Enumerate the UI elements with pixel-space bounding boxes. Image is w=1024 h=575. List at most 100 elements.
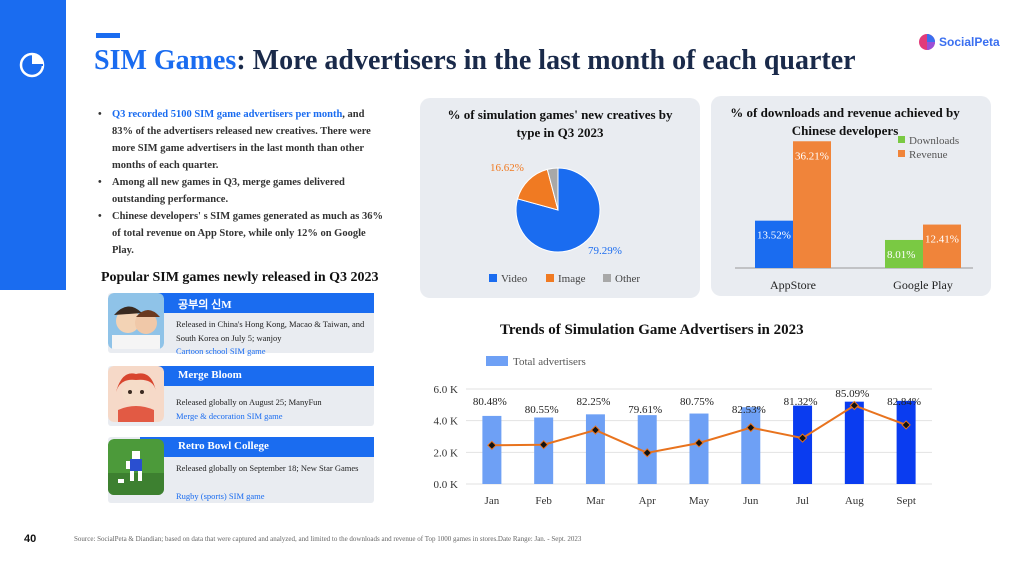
- game-name: Retro Bowl College: [178, 440, 269, 452]
- bar-total-advertisers: [896, 400, 916, 484]
- x-tick-label: Mar: [586, 495, 605, 507]
- pie-legend-swatch: [546, 274, 554, 282]
- x-tick-label: Feb: [535, 495, 552, 507]
- title-rest: : More advertisers in the last month of …: [236, 45, 856, 76]
- bar-data-label: 13.52%: [757, 230, 791, 242]
- china-share-chart: 13.52% 36.21% AppStore 8.01% 12.41% Google Pl…: [735, 135, 973, 292]
- pie-data-label: 16.62%: [490, 162, 524, 174]
- game-name: 공부의 신M: [178, 299, 232, 311]
- line-data-label: 81.32%: [784, 396, 818, 408]
- game-desc: Released globally on September 18; New S…: [176, 463, 359, 473]
- brand-mark-icon: [919, 34, 935, 50]
- game-icon-retro-bowl: [108, 439, 164, 495]
- line-data-label: 82.84%: [887, 396, 921, 408]
- bullet-item: Among all new games in Q3, merge games d…: [96, 174, 386, 208]
- bullet-text: Among all new games in Q3, merge games d…: [112, 177, 345, 205]
- china-share-panel: % of downloads and revenue achieved by C…: [711, 96, 991, 296]
- bar-total-advertisers: [844, 401, 864, 484]
- game-desc: Released in China's Hong Kong, Macao & T…: [176, 319, 365, 343]
- source-note: Source: SocialPeta & Diandian; based on …: [74, 535, 582, 543]
- brand-logo: SocialPeta: [918, 33, 1000, 51]
- line-marker: [901, 420, 911, 430]
- page-title: SIM Games: More advertisers in the last …: [94, 45, 856, 77]
- legend-label: Total advertisers: [513, 356, 586, 368]
- bar-revenue: [923, 224, 961, 268]
- y-tick-label: 4.0 K: [434, 416, 459, 428]
- pie-slice-image: [516, 168, 559, 211]
- pie-chart: 79.29% 16.62% Video Image Other: [489, 162, 640, 285]
- game-icon-merge-bloom: [108, 366, 164, 422]
- legend-swatch: [898, 150, 905, 157]
- game-genre: Rugby (sports) SIM game: [176, 491, 265, 501]
- game-card-header: Merge Bloom: [140, 366, 374, 386]
- china-share-title: % of downloads and revenue achieved by C…: [730, 105, 960, 138]
- bar-total-advertisers: [689, 413, 709, 484]
- pie-legend-swatch: [489, 274, 497, 282]
- pie-data-label: 79.29%: [588, 245, 622, 257]
- x-tick-label: AppStore: [770, 278, 816, 292]
- legend-swatch: [898, 136, 905, 143]
- brand-name: SocialPeta: [939, 35, 1000, 49]
- game-icon-gongbu: [108, 293, 164, 349]
- x-tick-label: Jul: [796, 495, 809, 507]
- game-name: Merge Bloom: [178, 369, 242, 381]
- line-marker: [538, 439, 549, 450]
- summary-bullets: Q3 recorded 5100 SIM game advertisers pe…: [96, 106, 386, 259]
- y-tick-label: 2.0 K: [434, 447, 459, 459]
- page-number: 40: [24, 533, 37, 545]
- bar-data-label: 36.21%: [795, 150, 829, 162]
- game-desc: Released globally on August 25; ManyFun: [176, 397, 322, 407]
- pie-chart-title: % of simulation games' new creatives by …: [447, 107, 673, 140]
- bar-total-advertisers: [793, 405, 813, 484]
- title-accent-bar: [96, 33, 120, 38]
- pie-slice-video: [515, 167, 601, 253]
- pie-logo-icon: [19, 52, 45, 78]
- x-tick-label: Apr: [639, 495, 656, 507]
- trend-chart: 0.0 K 2.0 K 4.0 K 6.0 K Total advertisers Jan…: [434, 356, 932, 507]
- bar-revenue: [793, 141, 831, 268]
- line-marker: [590, 425, 601, 435]
- x-tick-label: Google Play: [893, 278, 953, 292]
- bar-total-advertisers: [741, 407, 761, 484]
- bullet-text: , and 83% of the advertisers released ne…: [112, 109, 371, 171]
- line-data-label: 79.61%: [628, 404, 662, 416]
- bullet-item: Chinese developers' s SIM games generate…: [96, 208, 386, 259]
- game-card-merge-bloom: Merge Bloom Released globally on August …: [108, 366, 374, 426]
- line-data-label: 82.25%: [576, 396, 610, 408]
- sidebar-band: [0, 0, 66, 290]
- pie-legend-label: Image: [558, 273, 586, 285]
- pie-legend-swatch: [603, 274, 611, 282]
- pie-slice-other: [546, 167, 559, 211]
- x-tick-label: Jun: [743, 495, 759, 507]
- bar-downloads: [755, 220, 793, 268]
- game-card-gongbu: 공부의 신M Released in China's Hong Kong, Ma…: [108, 293, 374, 356]
- game-genre: Cartoon school SIM game: [176, 346, 266, 356]
- bar-total-advertisers: [534, 417, 554, 484]
- line-data-label: 85.09%: [835, 388, 869, 400]
- bar-total-advertisers: [585, 414, 605, 484]
- legend-label: Revenue: [909, 149, 948, 161]
- line-marker: [487, 440, 497, 451]
- game-genre: Merge & decoration SIM game: [176, 411, 283, 421]
- line-marker: [849, 400, 860, 411]
- line-data-label: 80.75%: [680, 396, 714, 408]
- y-tick-label: 0.0 K: [434, 479, 459, 491]
- line-marker: [642, 448, 652, 458]
- legend-label: Downloads: [909, 135, 959, 147]
- legend-swatch: [486, 356, 508, 366]
- line-marker: [746, 422, 756, 433]
- title-highlight: SIM Games: [94, 45, 237, 76]
- bar-data-label: 8.01%: [887, 249, 915, 261]
- y-tick-label: 6.0 K: [434, 384, 459, 396]
- bar-downloads: [885, 239, 923, 268]
- line-data-label: 80.55%: [525, 404, 559, 416]
- pie-legend-label: Other: [615, 273, 640, 285]
- popular-games-title: Popular SIM games newly released in Q3 2…: [101, 270, 379, 285]
- bar-data-label: 12.41%: [925, 234, 959, 246]
- pie-legend-label: Video: [501, 273, 528, 285]
- bullet-highlight: Q3 recorded 5100 SIM game advertisers pe…: [112, 109, 343, 120]
- x-tick-label: May: [689, 495, 710, 507]
- trend-chart-title: Trends of Simulation Game Advertisers in…: [500, 322, 804, 338]
- bullet-text: Chinese developers' s SIM games generate…: [112, 211, 383, 256]
- line-marker: [694, 438, 704, 448]
